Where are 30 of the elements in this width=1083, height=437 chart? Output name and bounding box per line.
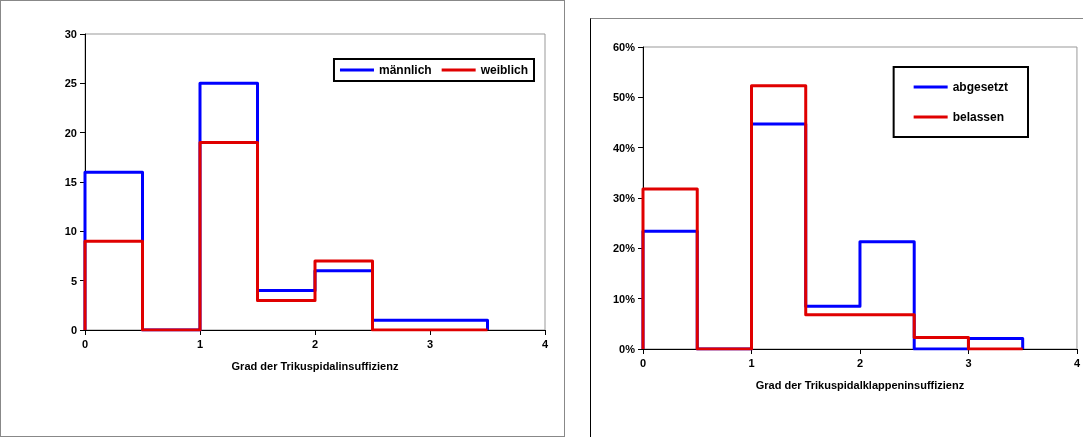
y-tick-label: 10% <box>612 292 636 305</box>
x-axis-title: Grad der Trikuspidalinsuffizienz <box>231 359 399 372</box>
x-tick-label: 3 <box>426 337 434 350</box>
x-axis-title: Grad der Trikuspidalklappeninsuffizienz <box>755 378 965 391</box>
x-tick-label: 4 <box>541 337 549 350</box>
x-tick-label: 1 <box>196 337 204 350</box>
y-tick-label: 15 <box>64 176 77 188</box>
y-tick-label: 0% <box>619 343 636 355</box>
legend-label: abgesetzt <box>952 80 1009 94</box>
y-tick-label: 10 <box>64 225 77 238</box>
y-tick-label: 30% <box>612 192 636 204</box>
y-tick-label: 60% <box>612 41 636 53</box>
x-tick-label: 1 <box>748 356 755 369</box>
x-tick-label: 3 <box>965 356 972 369</box>
y-tick-label: 20 <box>64 126 77 139</box>
y-tick-label: 20% <box>612 242 636 255</box>
y-tick-label: 5 <box>70 274 77 287</box>
y-tick-label: 40% <box>612 141 636 154</box>
legend-label: weiblich <box>479 63 528 77</box>
x-tick-label: 2 <box>311 337 319 350</box>
legend-label: belassen <box>952 110 1005 124</box>
y-tick-label: 25 <box>64 77 77 90</box>
x-tick-label: 0 <box>639 356 647 369</box>
y-tick-label: 50% <box>612 91 636 104</box>
x-tick-label: 2 <box>856 356 864 369</box>
legend-label: männlich <box>378 63 432 77</box>
x-tick-label: 0 <box>81 337 89 350</box>
y-tick-label: 0 <box>70 324 77 336</box>
x-tick-label: 4 <box>1073 356 1081 369</box>
y-tick-label: 30 <box>64 28 77 40</box>
